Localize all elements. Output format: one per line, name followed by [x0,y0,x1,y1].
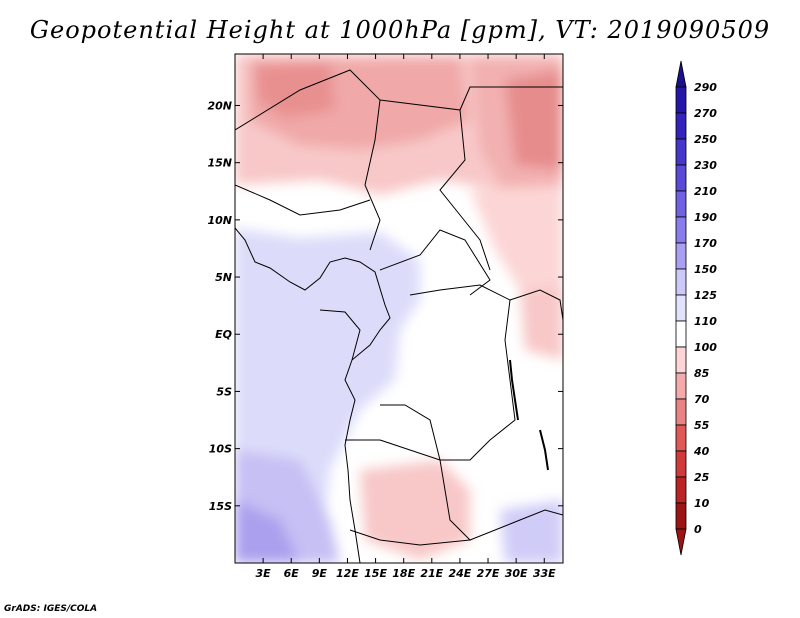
colorbar-bin [675,164,687,192]
lat-tick-label: 15S [209,500,232,513]
lon-tick-label: 15E [364,567,387,580]
field-region-east-africa [470,185,563,300]
lon-axis: 3E 6E 9E 12E 15E 18E 21E 24E 27E 30E 33E [256,54,556,580]
colorbar-bin [675,398,687,426]
colorbar-label: 40 [693,445,710,458]
lat-tick-label: 20N [207,99,232,112]
lon-tick-label: 24E [449,567,472,580]
colorbar-bin [675,190,687,218]
colorbar-label: 85 [694,367,710,380]
colorbar-label: 0 [694,523,702,536]
colorbar-label: 70 [694,393,710,406]
lat-tick-label: 5N [215,271,232,284]
colorbar-label: 110 [694,315,717,328]
colorbar-label: 25 [694,471,710,484]
lat-axis: 20N 15N 10N 5N EQ 5S 10S 15S [207,99,563,513]
lake-malawi [539,429,549,471]
coastline-west-africa [235,227,391,563]
colorbar-label: 55 [694,419,710,432]
field-shading [235,54,563,563]
field-region-northeast-peak [505,70,563,170]
colorbar-label: 10 [694,497,710,510]
colorbar-bin [675,268,687,296]
colorbar-arrow-top [675,60,687,88]
colorbar-label: 170 [694,237,717,250]
lat-tick-label: EQ [215,328,232,341]
border-north-3 [459,86,563,111]
lon-tick-label: 6E [284,567,300,580]
lake-tanganyika [509,359,519,421]
colorbar-bin [675,242,687,270]
field-region-southeast [500,500,563,563]
lon-tick-label: 30E [505,567,528,580]
border-car [379,229,491,296]
lat-tick-label: 10N [207,214,232,227]
border-north-1 [235,69,381,251]
colorbar-label: 290 [694,81,717,94]
colorbar-arrow-bottom [675,528,687,556]
colorbar-bin [675,502,687,530]
field-region-sw-corner [235,500,300,563]
field-region-angola [360,460,470,560]
lat-tick-label: 15N [207,157,232,170]
colorbar-label: 270 [694,107,717,120]
lon-tick-label: 3E [256,567,272,580]
colorbar-bin [675,112,687,140]
borders [235,69,563,563]
colorbar-bin [675,138,687,166]
colorbar-bin [675,320,687,348]
lon-tick-label: 12E [336,567,359,580]
colorbar-label: 250 [694,133,717,146]
colorbar-bin [675,86,687,114]
colorbar-bin [675,372,687,400]
border-sahel [235,184,371,216]
plot-frame [234,53,564,564]
lon-tick-label: 27E [477,567,500,580]
lon-tick-label: 18E [392,567,415,580]
border-drc [380,284,516,461]
lon-tick-label: 21E [420,567,443,580]
colorbar-bin [675,476,687,504]
colorbar-label: 150 [694,263,717,276]
colorbar-label: 230 [694,159,717,172]
colorbar-bin [675,294,687,322]
chart-title: Geopotential Height at 1000hPa [gpm], VT… [29,16,771,44]
border-angola [345,439,472,546]
colorbar-bin [675,216,687,244]
colorbar: 2902702502302101901701501251101008570554… [675,60,717,556]
colorbar-label: 100 [694,341,717,354]
lat-tick-label: 10S [209,443,232,456]
colorbar-bin [675,450,687,478]
lon-tick-label: 9E [312,567,328,580]
colorbar-label: 125 [694,289,717,302]
colorbar-label: 210 [694,185,717,198]
colorbar-bin [675,346,687,374]
lat-tick-label: 5S [216,385,232,398]
field-region-east-lakes [520,285,563,360]
field-region-sahara-peak [255,62,335,118]
colorbar-bin [675,424,687,452]
grads-credit: GrADS: IGES/COLA [4,604,98,614]
border-south [469,509,563,541]
border-gabon [319,309,361,361]
colorbar-label: 190 [694,211,717,224]
border-east [509,289,563,321]
lon-tick-label: 33E [533,567,556,580]
